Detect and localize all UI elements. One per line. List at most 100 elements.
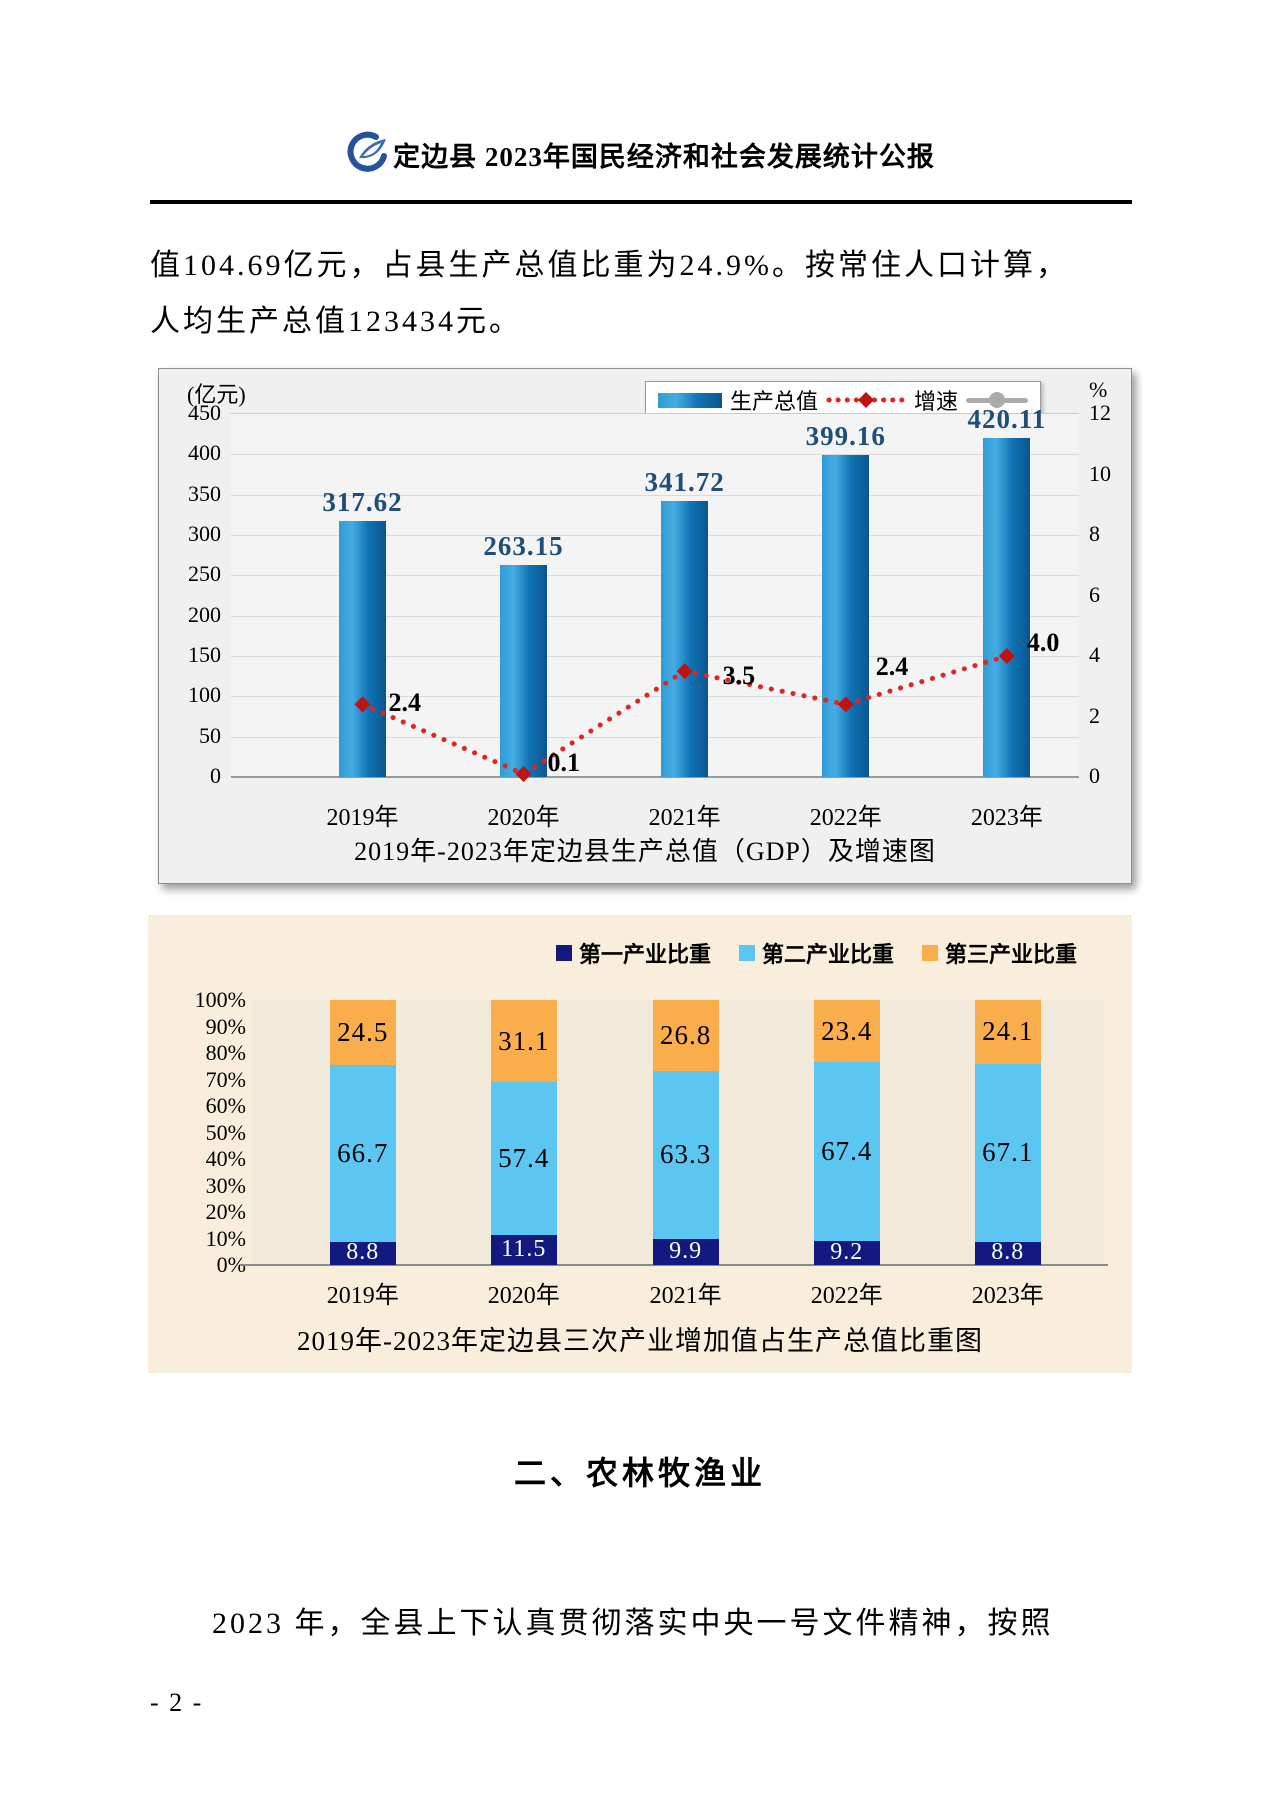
chart2-y-axis-ticks: 0% 10% 20% 30% 40% 50% 60% 70% 80% 90% 100%	[162, 987, 246, 1277]
segment-value-label: 66.7	[337, 1137, 389, 1168]
segment-value-label: 67.1	[982, 1137, 1034, 1168]
stack-segment-第二产业比重	[490, 1082, 557, 1235]
growth-point-marker	[837, 696, 854, 713]
y-axis-tick-label: 60%	[205, 1093, 246, 1118]
secondary-industry-label: 第二产业比重	[762, 942, 895, 967]
stack-segment-第一产业比重	[329, 1241, 396, 1265]
x-axis-tick-label: 2022年	[810, 1283, 883, 1309]
page-number: - 2 -	[150, 1688, 204, 1717]
h-gridline	[231, 615, 1079, 617]
primary-industry-label: 第一产业比重	[579, 942, 712, 967]
right-axis-tick-label: 4	[1089, 642, 1100, 667]
h-gridline	[231, 575, 1079, 577]
x-axis-tick-label: 2019年	[326, 805, 399, 831]
growth-point-marker	[354, 696, 371, 713]
gdp-series-swatch	[658, 392, 722, 408]
y-axis-tick-label: 0%	[216, 1252, 246, 1277]
h-gridline	[231, 494, 1079, 496]
y-axis-tick-label: 30%	[205, 1172, 246, 1198]
right-axis-unit-label: %	[1089, 377, 1108, 402]
left-axis-tick-label: 100	[188, 682, 221, 708]
growth-value-label: 2.4	[388, 688, 421, 718]
segment-value-label: 57.4	[498, 1142, 550, 1173]
legend-item-secondary-industry: 第二产业比重	[739, 937, 894, 969]
chart1-legend: 生产总值 增速	[645, 381, 1042, 419]
segment-value-label: 26.8	[660, 1020, 712, 1050]
right-axis-tick-label: 12	[1089, 400, 1111, 425]
stack-segment-第二产业比重	[813, 1062, 880, 1241]
document-header: 定边县 2023年国民经济和社会发展统计公报	[0, 130, 1280, 178]
chart2-x-axis-labels: 2019年 2020年 2021年 2022年 2023年	[252, 1275, 1104, 1309]
stack-segment-第一产业比重	[813, 1240, 880, 1265]
left-axis-tick-label: 250	[188, 561, 221, 587]
x-axis-tick-label: 2022年	[809, 805, 882, 831]
x-axis-tick-label: 2021年	[649, 1283, 722, 1309]
stack-segment-第一产业比重	[974, 1241, 1041, 1265]
left-axis-tick-label: 300	[188, 521, 221, 546]
gdp-growth-chart-panel: (亿元) % 生产总值 增速 0 50 100 150 200 250 300 350 400 4…	[158, 368, 1132, 884]
left-axis-unit-label: (亿元)	[187, 382, 246, 407]
gdp-chart-plot-area: 317.62 263.15 341.72 399.16 420.11 2.4 0.1 3.5 2…	[231, 404, 1079, 782]
stack-segment-第一产业比重	[490, 1234, 557, 1265]
y-axis-tick-label: 100%	[194, 987, 246, 1012]
tertiary-industry-label: 第三产业比重	[945, 942, 1078, 967]
x-axis-tick-label: 2023年	[970, 805, 1043, 831]
growth-value-label: 3.5	[722, 661, 756, 691]
secondary-industry-swatch	[739, 945, 756, 961]
chart2-caption: 2019年-2023年定边县三次产业增加值占生产总值比重图	[297, 1326, 983, 1356]
growth-value-label: 0.1	[547, 747, 581, 777]
stack-segment-第二产业比重	[329, 1064, 396, 1242]
growth-value-label: 2.4	[875, 652, 909, 682]
x-axis-tick-label: 2019年	[326, 1283, 399, 1309]
gray-line-marker-icon	[966, 391, 1029, 408]
chart2-legend: 第一产业比重 第二产业比重 第三产业比重	[556, 937, 1077, 969]
header-logo-icon	[347, 131, 388, 172]
right-axis-ticks: 0 2 4 6 8 10 12	[1089, 400, 1129, 788]
h-gridline	[231, 736, 1079, 738]
segment-value-label: 23.4	[821, 1015, 873, 1046]
h-gridline	[231, 454, 1079, 456]
gdp-bar	[983, 438, 1031, 777]
stack-segment-第三产业比重	[490, 1000, 557, 1083]
h-gridline	[231, 696, 1079, 698]
h-gridline	[231, 656, 1079, 657]
y-axis-tick-label: 80%	[205, 1040, 246, 1065]
h-gridline	[231, 535, 1079, 536]
y-axis-tick-label: 90%	[205, 1013, 246, 1039]
segment-value-label: 8.8	[991, 1239, 1025, 1266]
paragraph-agriculture-intro: 2023 年，全县上下认真贯彻落实中央一号文件精神，按照	[212, 1607, 1054, 1640]
right-axis-tick-label: 10	[1089, 460, 1111, 486]
tertiary-industry-swatch	[922, 945, 939, 961]
left-axis-ticks: 0 50 100 150 200 250 300 350 400 450	[161, 400, 223, 788]
segment-value-label: 9.9	[669, 1237, 703, 1264]
legend-item-primary-industry: 第一产业比重	[556, 937, 711, 969]
paragraph-gdp-summary: 值104.69亿元，占县生产总值比重为24.9%。按常住人口计算， 人均生产总值…	[150, 238, 1150, 350]
growth-line-layer	[354, 648, 1015, 782]
segment-value-label: 31.1	[498, 1025, 550, 1056]
x-axis-tick-label: 2020年	[487, 1283, 560, 1309]
section-heading: 二、农林牧渔业	[513, 1455, 766, 1491]
x-axis-line	[240, 1264, 1108, 1266]
left-axis-tick-label: 450	[188, 400, 221, 425]
segment-value-label: 8.8	[346, 1239, 380, 1266]
gdp-series-label: 生产总值	[730, 389, 819, 414]
industry-chart-plot-area: 8.8 66.7 24.5 11.5 57.4 31.1 9.9 63.3 26.8 9.2 67.…	[240, 1000, 1108, 1266]
x-axis-tick-label: 2020年	[487, 805, 560, 831]
legend-item-tertiary-industry: 第三产业比重	[922, 937, 1077, 969]
y-axis-tick-label: 10%	[205, 1225, 246, 1251]
header-rule	[150, 200, 1132, 204]
stack-segment-第三产业比重	[652, 1000, 719, 1072]
segment-value-label: 24.5	[337, 1016, 389, 1047]
x-axis-line	[231, 776, 1079, 778]
paragraph-line: 值104.69亿元，占县生产总值比重为24.9%。按常住人口计算，	[150, 249, 1069, 282]
gdp-bar-value-label: 399.16	[805, 421, 886, 451]
primary-industry-swatch	[556, 945, 572, 961]
stack-segment-第三产业比重	[813, 1000, 880, 1062]
paragraph-line: 人均生产总值123434元。	[150, 305, 522, 338]
segment-value-label: 67.4	[821, 1135, 873, 1166]
right-axis-tick-label: 0	[1089, 763, 1100, 788]
x-axis-tick-label: 2023年	[971, 1283, 1044, 1309]
growth-point-marker	[998, 648, 1015, 664]
gdp-bar-value-label: 263.15	[483, 530, 564, 561]
y-axis-tick-label: 70%	[205, 1066, 246, 1092]
